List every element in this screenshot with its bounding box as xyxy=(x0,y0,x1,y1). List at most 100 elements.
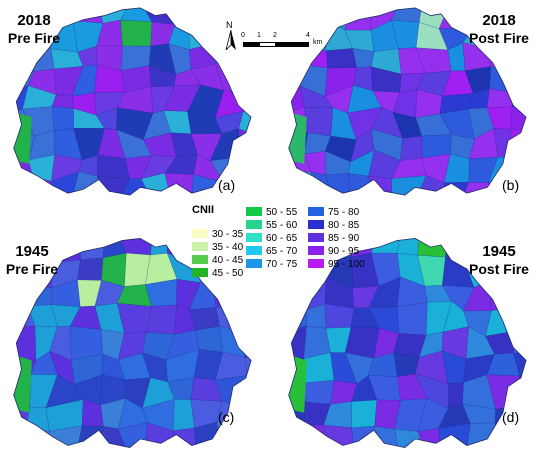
subbasin-cell xyxy=(25,429,50,448)
legend-swatch xyxy=(192,268,208,277)
watershed-boundary xyxy=(288,7,527,196)
legend-range: 45 - 50 xyxy=(212,268,244,279)
subbasin-cell xyxy=(494,422,515,448)
legend-range: 80 - 85 xyxy=(328,220,360,231)
subbasin-cell xyxy=(188,7,220,29)
watershed-boundary xyxy=(13,237,252,449)
subbasin-cell xyxy=(391,7,423,23)
legend-item: 45 - 50 xyxy=(192,268,243,279)
subbasin-cell xyxy=(96,176,130,196)
legend-swatch xyxy=(246,259,262,268)
scale-tick: 0 xyxy=(241,32,245,39)
legend-range: 50 - 55 xyxy=(266,207,298,218)
watershed-map-c xyxy=(13,237,252,449)
legend-swatch xyxy=(192,255,208,264)
subbasin-cell xyxy=(466,422,499,448)
legend-item: 40 - 45 xyxy=(192,255,243,266)
map-panel-d: 1945 Post Fire (d) xyxy=(275,230,550,458)
scale-tick: 4 xyxy=(306,32,310,39)
subbasin-cell xyxy=(417,238,448,258)
subbasin-cell xyxy=(13,325,37,361)
legend-range: 70 - 75 xyxy=(266,259,298,270)
riparian-strip xyxy=(288,353,307,413)
subbasin-cell xyxy=(150,238,168,256)
subbasin-cell xyxy=(195,326,224,353)
panel-year-label: 2018 xyxy=(482,12,516,29)
subbasin-cell xyxy=(324,303,355,329)
subbasin-cell xyxy=(244,67,252,95)
legend-item: 75 - 80 xyxy=(308,207,359,218)
legend-range: 85 - 90 xyxy=(328,233,360,244)
subbasin-cell xyxy=(79,238,105,260)
legend-item: 70 - 75 xyxy=(246,259,297,270)
subbasin-cell xyxy=(368,175,393,196)
panel-letter-label: (d) xyxy=(502,409,520,425)
watershed-boundary xyxy=(13,7,252,196)
subbasin-cell xyxy=(508,129,527,158)
subbasin-cell xyxy=(515,306,527,332)
subbasin-cell xyxy=(351,425,376,448)
subbasin-cell xyxy=(97,154,130,179)
legend-swatch xyxy=(246,207,262,216)
north-arrow-icon: N xyxy=(222,20,240,50)
panel-letter-label: (a) xyxy=(218,177,236,193)
scale-tick: 2 xyxy=(273,32,277,39)
legend-swatch xyxy=(308,246,324,255)
legend-item: 30 - 35 xyxy=(192,229,243,240)
subbasin-cell xyxy=(25,407,50,432)
riparian-strip xyxy=(288,111,307,164)
watershed-map-a xyxy=(13,7,252,196)
subbasin-cell xyxy=(239,422,252,448)
subbasin-cell xyxy=(236,7,252,23)
legend-item: 55 - 60 xyxy=(246,220,297,231)
subbasin-cell xyxy=(288,7,311,25)
subbasin-cell xyxy=(13,176,34,196)
legend-item: 50 - 55 xyxy=(246,207,297,218)
watershed-map-b xyxy=(288,7,527,196)
subbasin-cell xyxy=(397,238,420,256)
subbasin-cell xyxy=(300,424,326,448)
legend-range: 35 - 40 xyxy=(212,242,244,253)
watershed-boundary xyxy=(288,237,527,449)
legend-swatch xyxy=(308,207,324,216)
legend-range: 55 - 60 xyxy=(266,220,298,231)
subbasin-cell xyxy=(513,68,527,94)
legend-item: 95 - 100 xyxy=(308,259,365,270)
subbasin-cell xyxy=(288,424,305,448)
scale-bar-graphic xyxy=(243,42,309,47)
subbasin-cell xyxy=(188,26,216,50)
legend-swatch xyxy=(192,242,208,251)
legend-swatch xyxy=(308,259,324,268)
watershed-map-d xyxy=(288,237,527,449)
subbasin-cell xyxy=(244,356,252,385)
subbasin-cell xyxy=(488,279,518,312)
panel-year-label: 1945 xyxy=(482,243,516,260)
riparian-strip xyxy=(13,111,32,164)
riparian-strip xyxy=(13,353,32,413)
legend-swatch xyxy=(308,233,324,242)
subbasin-cell xyxy=(233,301,252,333)
legend-swatch xyxy=(192,229,208,238)
panel-fire-label: Pre Fire xyxy=(7,30,61,46)
scale-tick: 1 xyxy=(257,32,261,39)
subbasin-cell xyxy=(244,329,252,360)
legend-item: 80 - 85 xyxy=(308,220,359,231)
legend-item: 85 - 90 xyxy=(308,233,359,244)
legend-item: 60 - 65 xyxy=(246,233,297,244)
legend-range: 65 - 70 xyxy=(266,246,298,257)
subbasin-cell xyxy=(13,45,35,74)
subbasin-cell xyxy=(288,171,312,196)
scale-bar: 0 1 2 4 km xyxy=(241,32,333,53)
subbasin-cell xyxy=(303,380,335,405)
map-panel-c: 1945 Pre Fire (c) xyxy=(0,230,275,458)
subbasin-cell xyxy=(511,423,527,448)
subbasin-cell xyxy=(164,172,194,196)
subbasin-cell xyxy=(486,48,516,69)
subbasin-cell xyxy=(120,19,153,47)
subbasin-cell xyxy=(323,424,355,448)
subbasin-cell xyxy=(243,85,252,115)
subbasin-cell xyxy=(239,153,252,184)
panel-year-label: 1945 xyxy=(15,243,49,260)
subbasin-cell xyxy=(370,238,401,254)
subbasin-cell xyxy=(216,421,241,448)
